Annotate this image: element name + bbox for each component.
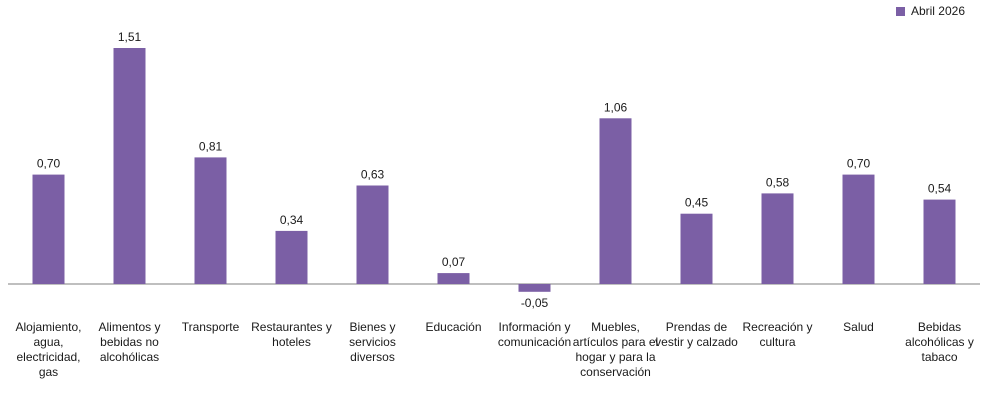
data-label: 0,34	[280, 213, 304, 227]
data-label: 0,70	[847, 157, 871, 171]
bar	[194, 157, 227, 284]
bar	[680, 213, 713, 284]
category-label: Información y comunicación	[497, 320, 572, 349]
data-label: -0,05	[521, 296, 549, 310]
bar	[923, 199, 956, 284]
data-label: 0,54	[928, 182, 952, 196]
category-label: Transporte	[181, 320, 240, 334]
category-label: Salud	[843, 320, 874, 334]
category-label: Muebles, artículos para el hogar y para …	[572, 320, 659, 379]
legend-label: Abril 2026	[910, 4, 965, 18]
category-label: Bebidas alcohólicas y tabaco	[905, 320, 974, 364]
data-label: 0,07	[442, 255, 466, 269]
bar	[518, 284, 551, 292]
category-label: Prendas de vestir y calzado	[655, 320, 738, 349]
category-label: Recreación y cultura	[742, 320, 813, 349]
bar	[275, 230, 308, 284]
bar	[599, 118, 632, 284]
category-label: Alimentos y bebidas no alcohólicas	[98, 320, 161, 364]
category-label: Alojamiento, agua, electricidad, gas	[15, 320, 82, 379]
data-label: 1,51	[118, 30, 142, 44]
data-label: 1,06	[604, 100, 628, 114]
legend: Abril 2026	[895, 4, 965, 18]
bar	[842, 174, 875, 284]
category-label: Bienes y servicios diversos	[349, 320, 396, 364]
legend-swatch	[895, 6, 905, 16]
data-label: 0,63	[361, 168, 385, 182]
data-label: 0,58	[766, 175, 790, 189]
data-label: 0,70	[37, 157, 61, 171]
bar	[437, 273, 470, 284]
bar	[113, 48, 146, 284]
bar	[761, 193, 794, 284]
bar	[356, 185, 389, 284]
category-label: Educación	[425, 320, 482, 334]
data-label: 0,45	[685, 196, 709, 210]
category-label: Restaurantes y hoteles	[251, 320, 332, 349]
data-label: 0,81	[199, 139, 223, 153]
bar	[32, 174, 65, 284]
